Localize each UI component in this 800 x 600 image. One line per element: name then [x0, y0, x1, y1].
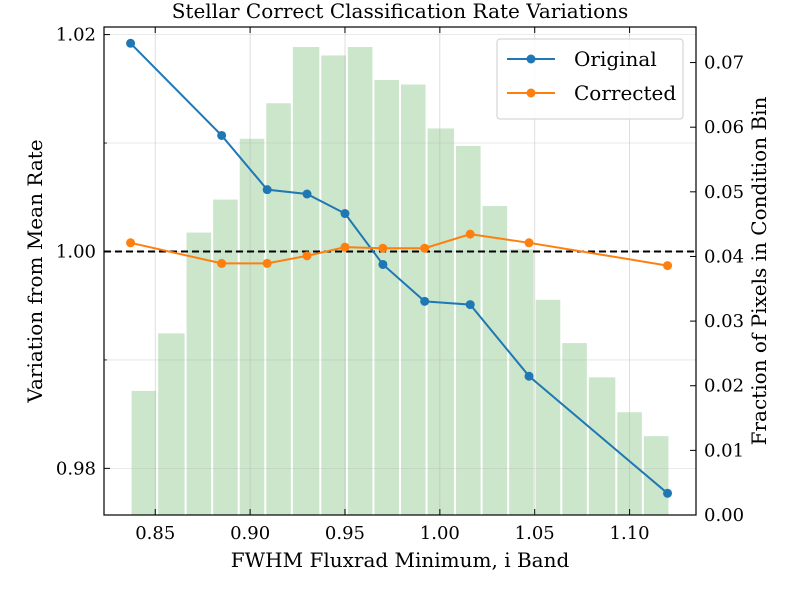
histogram-bar [213, 199, 238, 515]
histogram-bar [562, 343, 587, 515]
x-tick-label: 1.00 [420, 523, 460, 544]
x-tick-label: 1.05 [515, 523, 555, 544]
y-tick-label: 1.00 [56, 241, 96, 262]
histogram-bar [158, 333, 185, 515]
histogram-bar [482, 206, 508, 515]
corrected-data-point [217, 258, 227, 268]
original-legend-marker [526, 54, 536, 64]
histogram-bar [186, 232, 212, 515]
chart-title: Stellar Correct Classification Rate Vari… [172, 0, 629, 23]
histogram-bar [427, 128, 455, 515]
corrected-legend-label: Corrected [574, 81, 676, 105]
original-data-point [126, 38, 136, 48]
corrected-series-line [130, 233, 668, 267]
y2-tick-label: 0.01 [704, 440, 744, 461]
y2-tick-label: 0.05 [704, 182, 744, 203]
y2-tick-label: 0.00 [704, 505, 744, 526]
histogram-layer [131, 47, 669, 516]
x-tick-label: 0.85 [135, 523, 175, 544]
corrected-data-point [126, 238, 136, 248]
histogram-bar [266, 103, 291, 515]
y2-tick-label: 0.06 [704, 117, 744, 138]
x-tick-label: 0.90 [230, 523, 270, 544]
original-data-point [217, 130, 227, 140]
corrected-data-point [340, 242, 350, 252]
corrected-legend-marker [526, 88, 536, 98]
corrected-data-point [262, 258, 272, 268]
x-tick-label: 1.10 [610, 523, 650, 544]
original-data-point [524, 371, 534, 381]
y-tick-label: 0.98 [56, 458, 96, 479]
histogram-bar [292, 47, 320, 516]
y2-tick-label: 0.02 [704, 376, 744, 397]
histogram-bar [535, 299, 561, 515]
y-tick-label: 1.02 [56, 25, 96, 46]
corrected-data-point [465, 229, 475, 239]
original-data-point [663, 488, 673, 498]
y2-tick-label: 0.03 [704, 311, 744, 332]
corrected-data-point [663, 261, 673, 271]
histogram-bar [321, 55, 346, 516]
plot-frame [103, 26, 697, 516]
original-data-point [465, 300, 475, 310]
histogram-bar [374, 80, 399, 515]
original-data-point [340, 209, 350, 219]
series-layer [126, 38, 673, 498]
original-series-line [129, 42, 669, 495]
corrected-data-point [302, 251, 312, 261]
tick-layer: 0.85 0.90 0.95 1.00 1.05 1.10 0.98 1.00 1.02 0.00… [56, 25, 744, 544]
y-axis-label: Variation from Mean Rate [23, 139, 47, 403]
x-axis-label: FWHM Fluxrad Minimum, i Band [231, 548, 570, 572]
corrected-data-point [524, 238, 534, 248]
original-legend-label: Original [574, 47, 657, 71]
corrected-data-point [378, 243, 388, 253]
histogram-bar [131, 390, 157, 515]
original-data-point [378, 259, 388, 269]
original-data-point [262, 185, 272, 195]
corrected-data-point [420, 243, 430, 253]
histogram-bar [456, 145, 481, 515]
legend: Original Corrected [496, 38, 684, 120]
x-tick-label: 0.95 [325, 523, 365, 544]
histogram-bar [239, 138, 265, 515]
y2-tick-label: 0.04 [704, 246, 744, 267]
y2-tick-label: 0.07 [704, 53, 744, 74]
histogram-bar [347, 47, 373, 516]
original-data-point [302, 189, 312, 199]
histogram-bar [509, 249, 534, 515]
y2-axis-label: Fraction of Pixels in Condition Bin [747, 96, 771, 445]
original-data-point [420, 296, 430, 306]
